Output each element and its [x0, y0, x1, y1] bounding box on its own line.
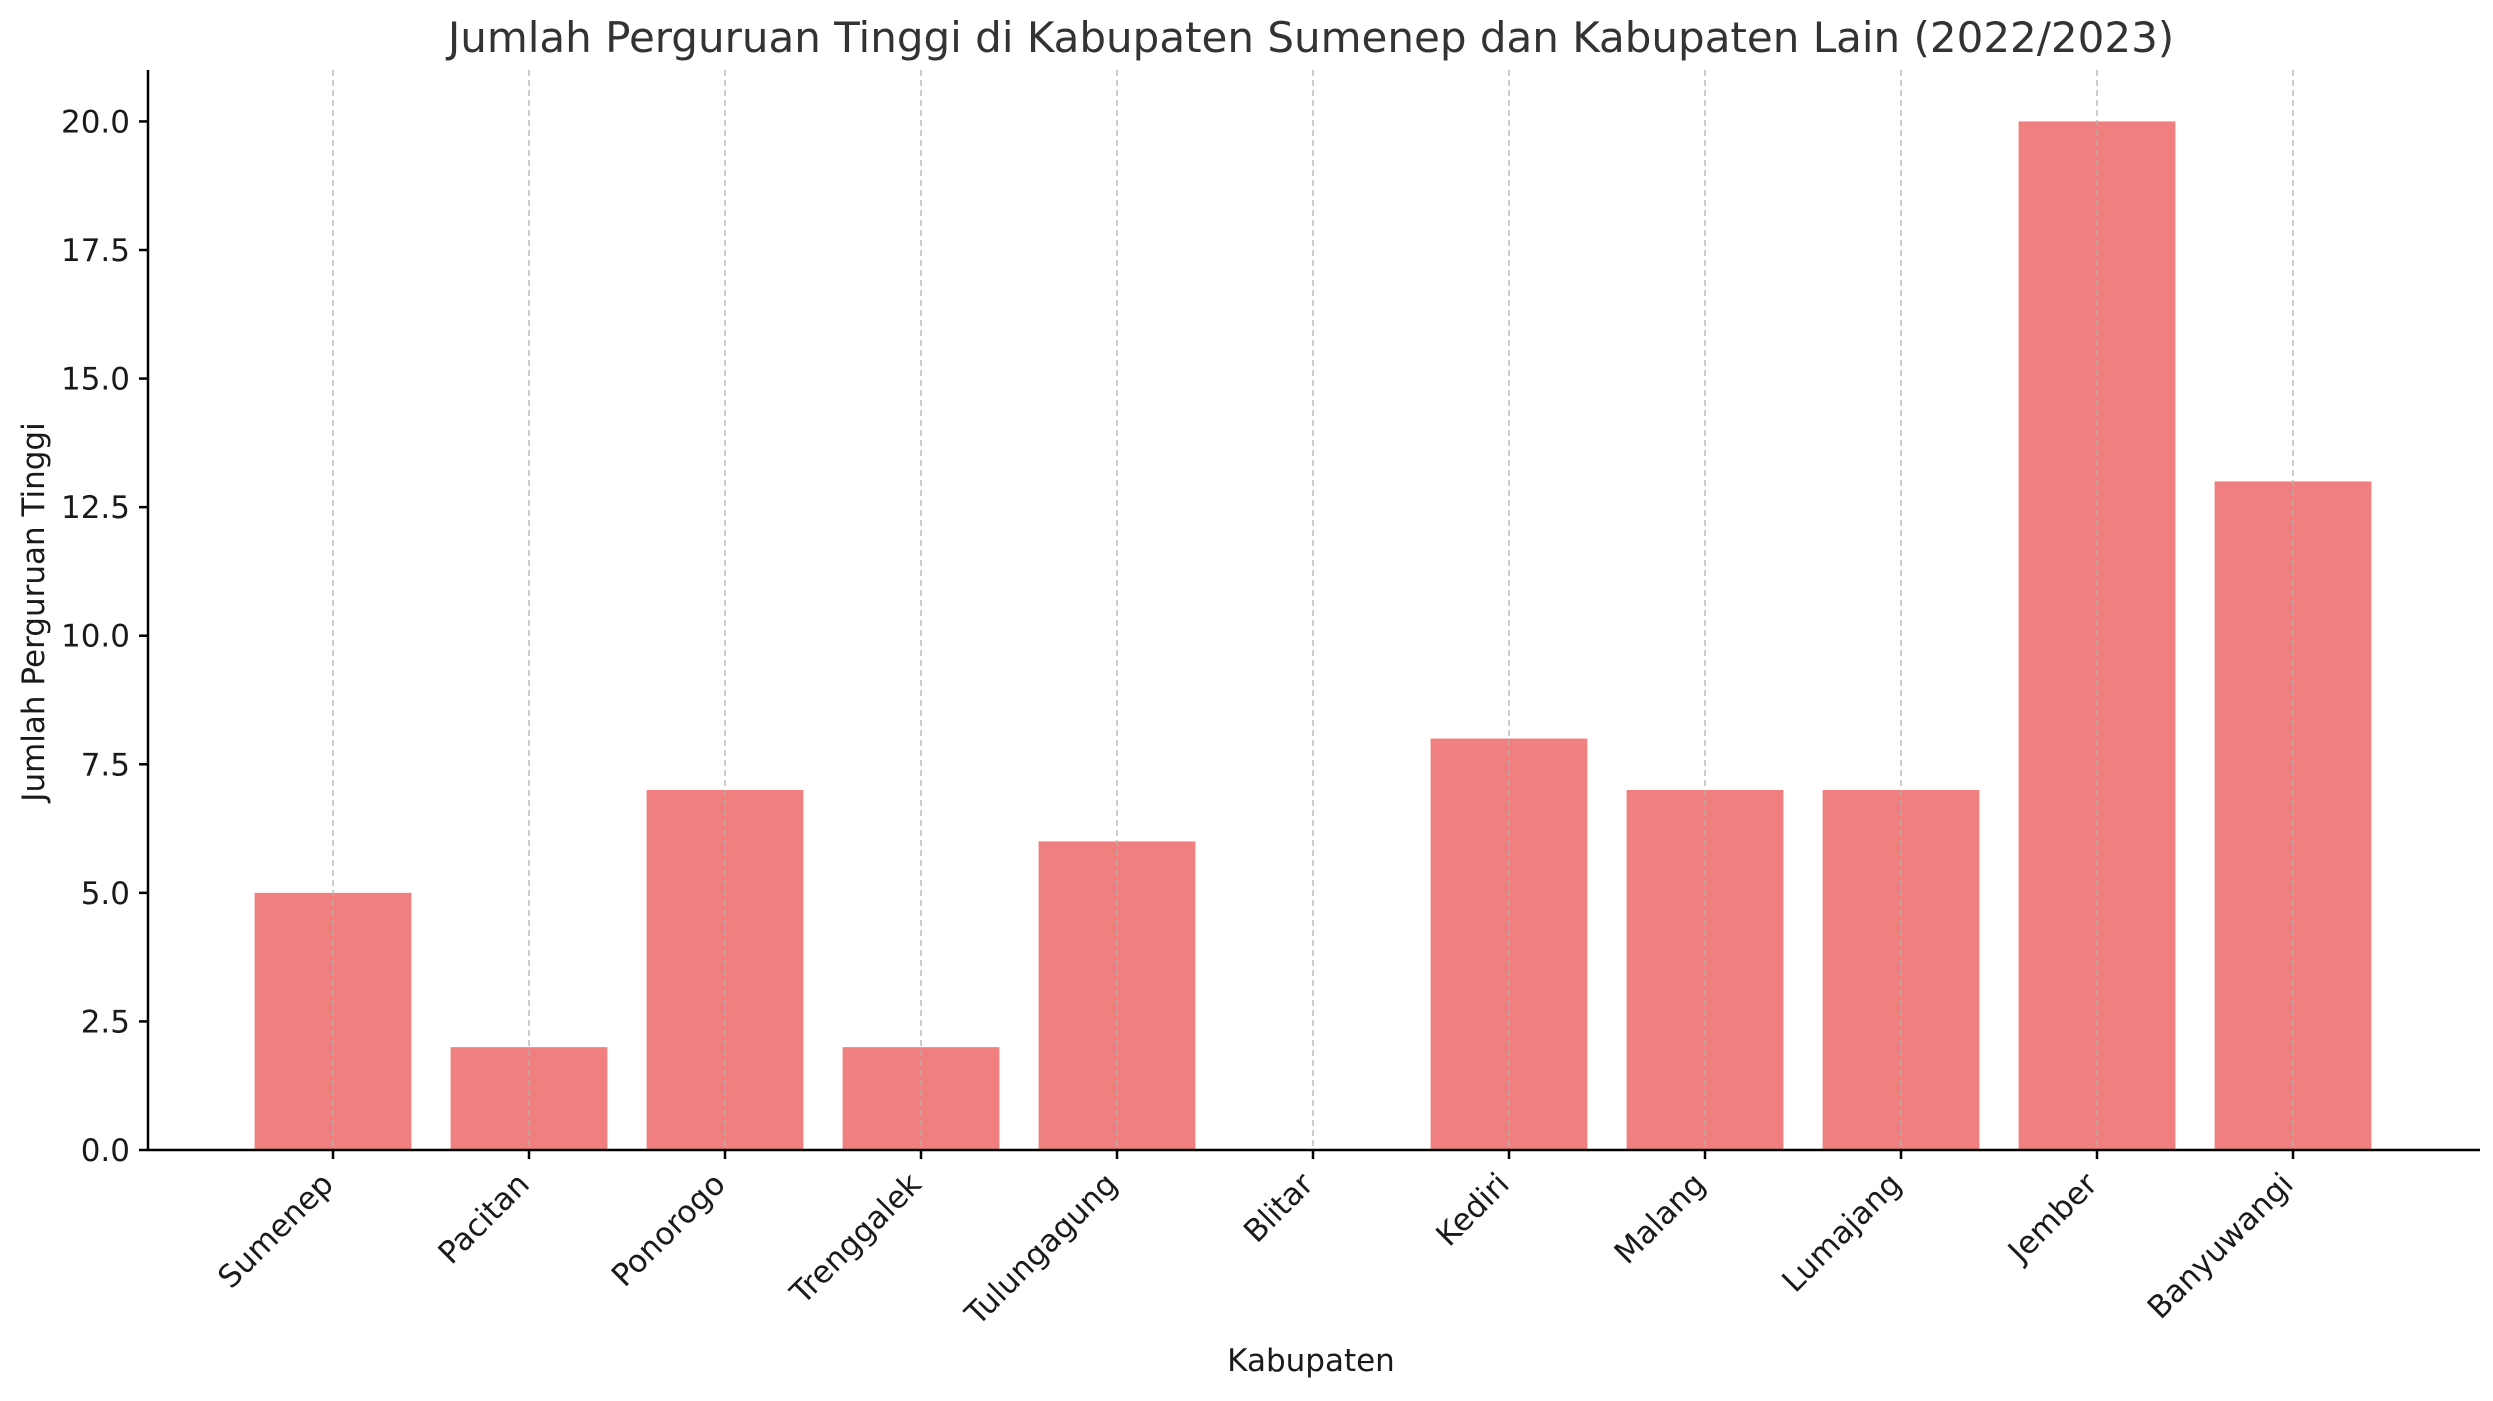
- x-tick-label: Ponorogo: [605, 1166, 733, 1294]
- y-tick-label: 17.5: [61, 233, 130, 269]
- x-tick-label: Malang: [1608, 1166, 1713, 1271]
- x-tick-label: Blitar: [1237, 1166, 1321, 1250]
- x-ticks: Sumenep Pacitan Ponorogo Trenggalek Tulungag…: [211, 1150, 2301, 1333]
- x-tick-label: Jember: [2000, 1166, 2105, 1271]
- x-tick-label: Sumenep: [211, 1166, 340, 1295]
- grid-layer: [332, 70, 2294, 1150]
- y-tick-label: 7.5: [81, 747, 130, 783]
- x-tick-label: Trenggalek: [783, 1166, 929, 1312]
- y-ticks: 0.0 2.5 5.0 7.5 10.0 12.5 15.0 17.5 20.0: [61, 104, 148, 1169]
- x-tick-label: Tulungagung: [958, 1166, 1125, 1333]
- x-tick-label: Kediri: [1429, 1166, 1516, 1253]
- y-tick-label: 5.0: [81, 876, 130, 912]
- x-tick-label: Lumajang: [1775, 1166, 1908, 1299]
- y-tick-label: 10.0: [61, 619, 130, 655]
- chart-title: Jumlah Perguruan Tinggi di Kabupaten Sum…: [445, 13, 2174, 62]
- y-tick-label: 15.0: [61, 362, 130, 398]
- x-tick-label: Banyuwangi: [2141, 1166, 2301, 1326]
- y-axis-label: Jumlah Perguruan Tinggi: [16, 422, 52, 803]
- y-tick-label: 12.5: [61, 490, 130, 526]
- y-tick-label: 2.5: [81, 1004, 130, 1040]
- y-tick-label: 20.0: [61, 104, 130, 140]
- x-axis-label: Kabupaten: [1227, 1343, 1395, 1379]
- y-tick-label: 0.0: [81, 1133, 130, 1169]
- x-tick-label: Pacitan: [431, 1166, 536, 1271]
